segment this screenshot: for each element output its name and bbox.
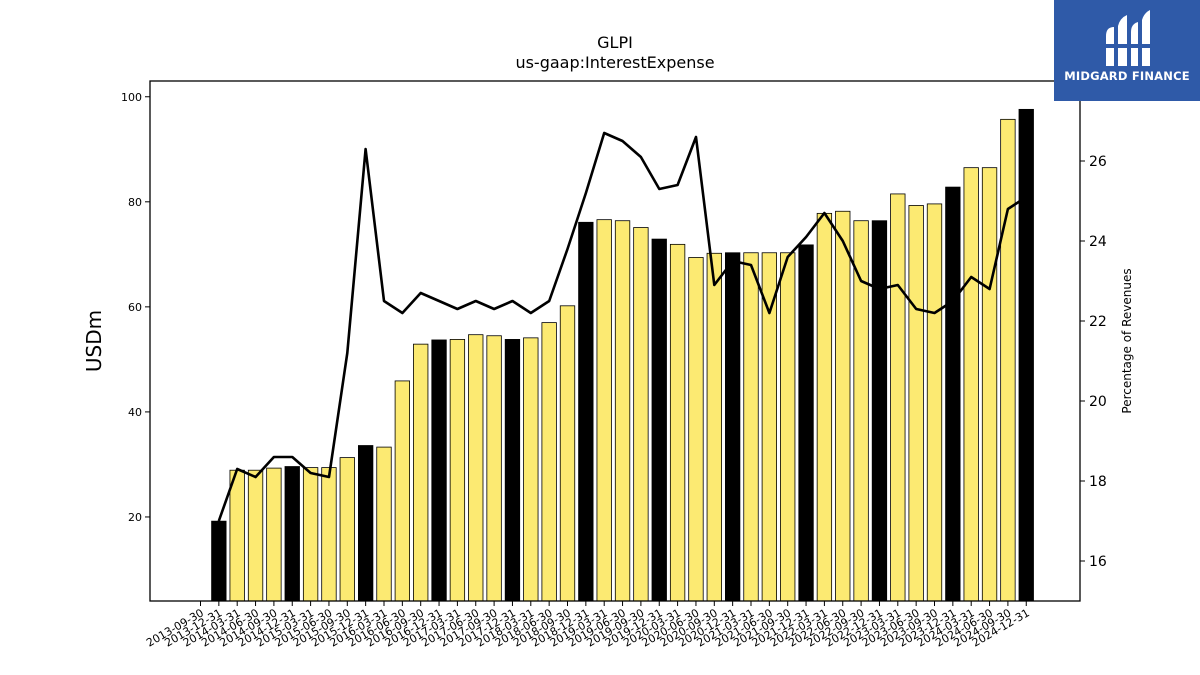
bar-2013-12-31 bbox=[211, 520, 227, 602]
bar-2015-09-30 bbox=[339, 457, 355, 602]
bar-2022-06-30 bbox=[835, 210, 851, 602]
bar-2021-12-31 bbox=[798, 244, 814, 602]
y-tick-label: 100 bbox=[121, 91, 142, 104]
y2-tick-label: 24 bbox=[1089, 234, 1107, 250]
bar-2024-09-30 bbox=[1000, 118, 1016, 602]
bar-2022-12-31 bbox=[871, 220, 888, 602]
y2-tick-label: 20 bbox=[1089, 394, 1107, 410]
bar-2021-09-30 bbox=[780, 252, 796, 602]
bar-2016-12-31 bbox=[431, 339, 447, 602]
bar-2014-03-31 bbox=[229, 469, 245, 602]
bar-2020-06-30 bbox=[688, 257, 704, 602]
bar-2019-12-31 bbox=[651, 238, 667, 602]
bar-2023-06-30 bbox=[908, 205, 924, 602]
y2-axis-label: Percentage of Revenues bbox=[1120, 268, 1134, 413]
chart-title: GLPI bbox=[597, 33, 633, 52]
logo-text: MIDGARD FINANCE bbox=[1064, 69, 1190, 83]
bar-2017-03-31 bbox=[449, 339, 466, 602]
bar-2020-12-31 bbox=[725, 252, 741, 602]
bar-2023-12-31 bbox=[945, 186, 961, 602]
bar-2017-12-31 bbox=[504, 339, 521, 602]
bar-2016-06-30 bbox=[394, 380, 411, 602]
bar-2021-06-30 bbox=[761, 252, 777, 602]
bar-group bbox=[211, 108, 1034, 602]
bar-2021-03-31 bbox=[743, 252, 759, 602]
percentage-of-revenues-line bbox=[217, 131, 1028, 522]
bar-2022-03-31 bbox=[816, 212, 833, 602]
bar-2015-06-30 bbox=[321, 467, 337, 602]
bar-2024-06-30 bbox=[981, 167, 998, 602]
y2-tick-label: 26 bbox=[1089, 154, 1107, 170]
y-tick-label: 80 bbox=[128, 196, 142, 209]
bar-2017-06-30 bbox=[468, 334, 484, 602]
y2-tick-label: 18 bbox=[1089, 474, 1107, 490]
bar-2018-09-30 bbox=[559, 305, 576, 602]
bar-2015-12-31 bbox=[357, 445, 374, 602]
bar-2024-12-31 bbox=[1018, 108, 1034, 602]
bar-2018-03-31 bbox=[523, 337, 539, 602]
bar-2015-03-31 bbox=[302, 467, 319, 602]
bar-2016-09-30 bbox=[413, 343, 429, 602]
y2-tick-label: 16 bbox=[1089, 554, 1107, 570]
logo-mark-icon bbox=[1100, 10, 1154, 66]
plot-frame bbox=[149, 80, 1081, 602]
bar-2020-03-31 bbox=[669, 243, 686, 602]
bar-2019-09-30 bbox=[633, 227, 649, 602]
bar-2016-03-31 bbox=[376, 446, 392, 602]
bar-2014-12-31 bbox=[284, 466, 300, 602]
chart-subtitle: us-gaap:InterestExpense bbox=[515, 53, 714, 72]
bar-2022-09-30 bbox=[853, 220, 869, 602]
y-axis-label: USDm bbox=[82, 310, 106, 372]
y-tick-label: 40 bbox=[128, 406, 142, 419]
midgard-finance-logo: MIDGARD FINANCE bbox=[1054, 0, 1200, 101]
bar-2023-09-30 bbox=[926, 203, 943, 602]
axes: 204060801001618202224262013-09-302013-12… bbox=[121, 80, 1107, 650]
bar-2019-03-31 bbox=[596, 219, 612, 602]
bar-2023-03-31 bbox=[890, 193, 906, 602]
bar-2018-12-31 bbox=[578, 221, 594, 602]
bar-2014-06-30 bbox=[247, 469, 264, 602]
y-tick-label: 60 bbox=[128, 301, 142, 314]
bar-2019-06-30 bbox=[614, 220, 631, 602]
y-tick-label: 20 bbox=[128, 511, 142, 524]
line-layer bbox=[217, 131, 1028, 522]
bar-2018-06-30 bbox=[541, 322, 557, 602]
bar-2020-09-30 bbox=[706, 252, 722, 602]
bar-2017-09-30 bbox=[486, 335, 502, 602]
bar-2024-03-31 bbox=[963, 167, 979, 602]
y2-tick-label: 22 bbox=[1089, 314, 1107, 330]
bar-2014-09-30 bbox=[266, 467, 282, 602]
